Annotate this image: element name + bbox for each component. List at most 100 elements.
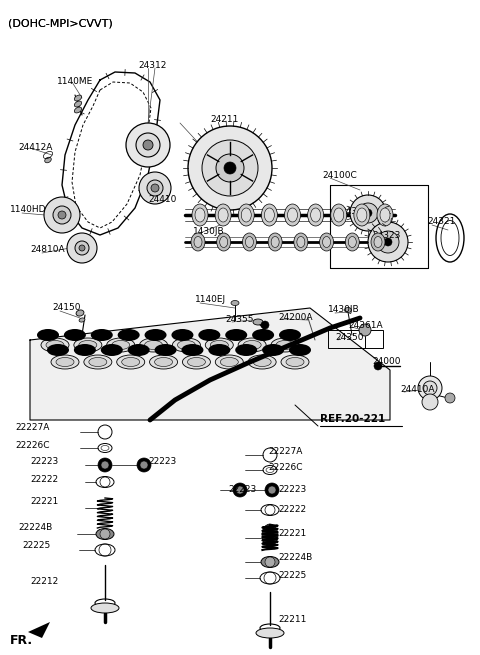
Circle shape <box>445 393 455 403</box>
Ellipse shape <box>320 233 334 251</box>
Circle shape <box>359 324 371 336</box>
Ellipse shape <box>45 157 51 163</box>
Text: REF.20-221: REF.20-221 <box>320 414 385 424</box>
Circle shape <box>101 461 109 469</box>
Ellipse shape <box>216 233 231 251</box>
Text: 1430JB: 1430JB <box>193 227 225 236</box>
Polygon shape <box>28 622 50 638</box>
Text: 24321: 24321 <box>427 217 456 227</box>
Ellipse shape <box>220 236 228 248</box>
Text: 22211: 22211 <box>278 616 306 624</box>
Circle shape <box>67 233 97 263</box>
Ellipse shape <box>192 204 208 226</box>
Circle shape <box>224 162 236 174</box>
Ellipse shape <box>144 329 167 341</box>
Ellipse shape <box>178 341 195 350</box>
Text: 1140ME: 1140ME <box>57 77 93 86</box>
Text: 22212: 22212 <box>30 578 58 586</box>
Ellipse shape <box>380 208 390 222</box>
Text: 22223: 22223 <box>148 457 176 466</box>
Ellipse shape <box>279 329 301 341</box>
Ellipse shape <box>107 338 135 352</box>
Ellipse shape <box>294 233 308 251</box>
Ellipse shape <box>354 204 370 226</box>
Circle shape <box>350 195 386 231</box>
Ellipse shape <box>155 358 173 367</box>
Ellipse shape <box>117 355 144 369</box>
Ellipse shape <box>238 338 266 352</box>
Ellipse shape <box>264 208 275 222</box>
Text: 24312: 24312 <box>138 60 167 69</box>
Ellipse shape <box>181 344 204 356</box>
Ellipse shape <box>84 355 112 369</box>
Ellipse shape <box>140 338 168 352</box>
Ellipse shape <box>245 236 253 248</box>
Ellipse shape <box>261 557 279 567</box>
Text: 22221: 22221 <box>278 529 306 538</box>
Circle shape <box>423 381 437 395</box>
Circle shape <box>422 394 438 410</box>
Text: (DOHC-MPI>CVVT): (DOHC-MPI>CVVT) <box>8 18 113 28</box>
Text: FR.: FR. <box>10 633 33 646</box>
Ellipse shape <box>220 358 238 367</box>
Circle shape <box>364 209 372 217</box>
Polygon shape <box>30 308 390 420</box>
Ellipse shape <box>288 208 298 222</box>
Ellipse shape <box>198 329 220 341</box>
Ellipse shape <box>345 307 351 312</box>
Circle shape <box>188 126 272 210</box>
Ellipse shape <box>56 358 74 367</box>
Ellipse shape <box>271 236 279 248</box>
Circle shape <box>79 245 85 251</box>
Text: 24150: 24150 <box>52 303 81 312</box>
Ellipse shape <box>248 355 276 369</box>
Ellipse shape <box>256 628 284 638</box>
Ellipse shape <box>41 338 69 352</box>
Circle shape <box>75 241 89 255</box>
Ellipse shape <box>311 208 321 222</box>
Ellipse shape <box>91 603 119 613</box>
Text: 22226C: 22226C <box>268 464 302 472</box>
Ellipse shape <box>377 204 393 226</box>
Text: (DOHC-MPI>CVVT): (DOHC-MPI>CVVT) <box>8 18 113 28</box>
Ellipse shape <box>285 204 300 226</box>
Ellipse shape <box>182 355 210 369</box>
Ellipse shape <box>46 341 64 350</box>
Circle shape <box>53 206 71 224</box>
Circle shape <box>261 321 269 329</box>
Circle shape <box>126 123 170 167</box>
Text: 24322: 24322 <box>340 208 368 217</box>
Text: 24355: 24355 <box>225 316 253 324</box>
Ellipse shape <box>74 101 82 107</box>
Ellipse shape <box>262 524 278 546</box>
Circle shape <box>374 362 382 370</box>
Ellipse shape <box>79 341 97 350</box>
Circle shape <box>136 133 160 157</box>
Circle shape <box>98 458 112 472</box>
Circle shape <box>377 231 399 253</box>
Ellipse shape <box>64 329 86 341</box>
Text: 24000: 24000 <box>372 358 400 367</box>
Ellipse shape <box>76 310 84 316</box>
Ellipse shape <box>323 236 331 248</box>
Circle shape <box>139 172 171 204</box>
Text: 22223: 22223 <box>278 485 306 495</box>
Ellipse shape <box>118 329 140 341</box>
Circle shape <box>216 154 244 182</box>
Text: 22224B: 22224B <box>18 523 52 533</box>
Ellipse shape <box>91 329 113 341</box>
Ellipse shape <box>216 355 243 369</box>
Ellipse shape <box>297 236 305 248</box>
Circle shape <box>151 184 159 192</box>
Text: 1140EJ: 1140EJ <box>195 295 226 305</box>
Ellipse shape <box>89 358 107 367</box>
Circle shape <box>100 529 110 539</box>
Ellipse shape <box>262 204 277 226</box>
Ellipse shape <box>231 301 239 305</box>
Ellipse shape <box>215 204 231 226</box>
Circle shape <box>268 486 276 494</box>
Text: 24323: 24323 <box>372 231 400 240</box>
Ellipse shape <box>171 329 193 341</box>
Ellipse shape <box>235 344 257 356</box>
Ellipse shape <box>276 341 294 350</box>
